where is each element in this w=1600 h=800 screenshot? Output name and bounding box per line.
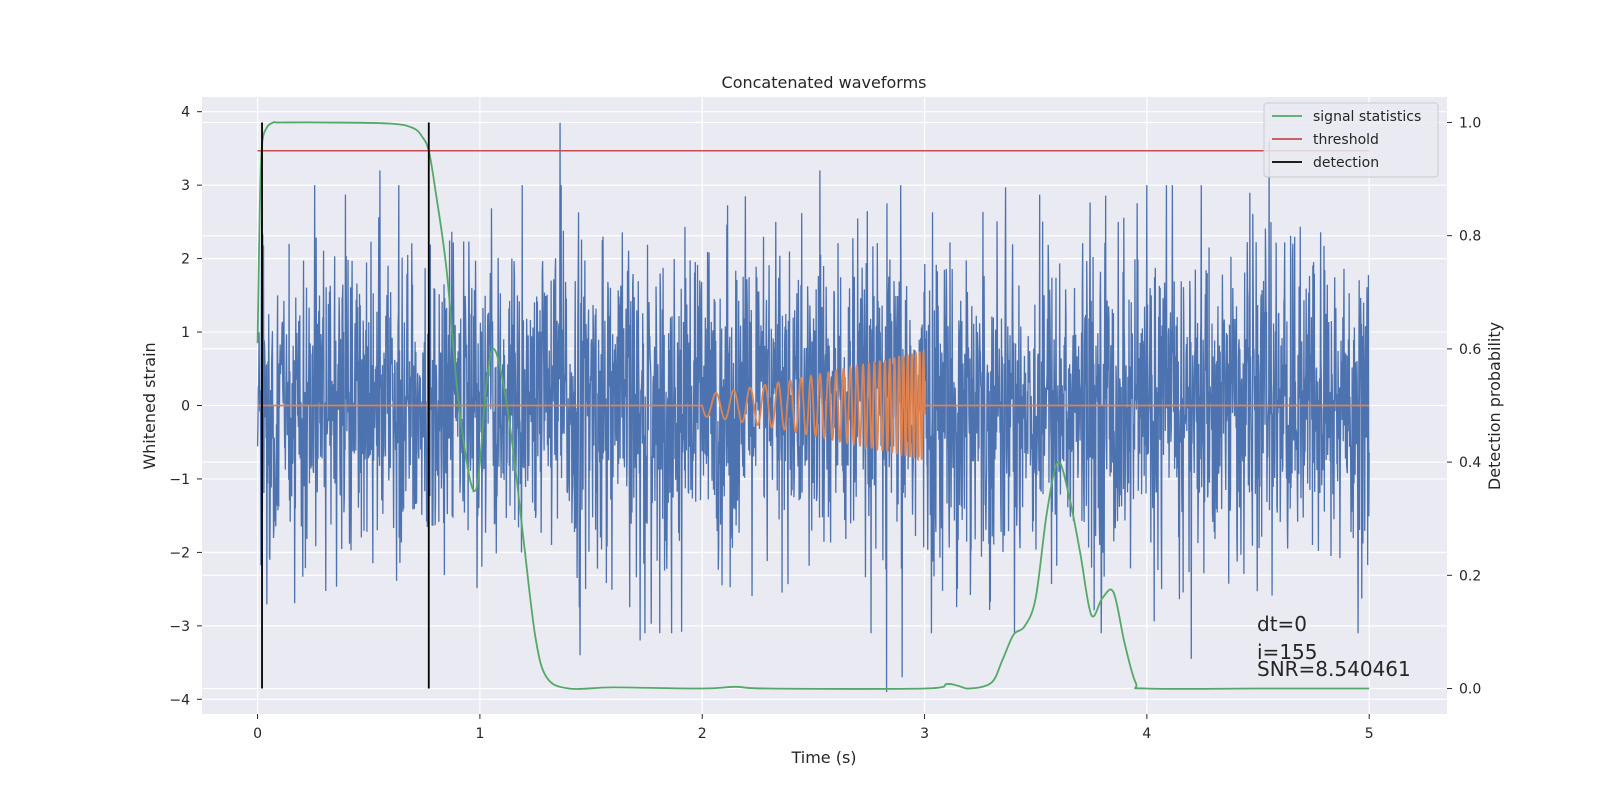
y2-tick-label: 0.0 (1459, 682, 1481, 698)
chart-title: Concatenated waveforms (722, 73, 927, 92)
y2-tick-label: 0.4 (1459, 455, 1481, 471)
annotations: dt=0 i=155 SNR=8.540461 (1257, 612, 1411, 681)
y-tick-label: −3 (169, 619, 190, 635)
x-tick-label: 4 (1142, 726, 1151, 742)
y-tick-label: −4 (169, 692, 190, 708)
y-axis-right: 1.0 0.8 0.6 0.4 0.2 0.0 (1447, 115, 1481, 698)
y2-tick-label: 0.6 (1459, 342, 1481, 358)
y-tick-label: 1 (181, 325, 190, 341)
plot-series (256, 121, 1370, 692)
y2-tick-label: 0.8 (1459, 229, 1481, 245)
y-axis-label: Whitened strain (140, 342, 159, 469)
legend-label-signal-statistics: signal statistics (1313, 109, 1421, 125)
legend: signal statistics threshold detection (1263, 102, 1439, 178)
x-tick-label: 5 (1365, 726, 1374, 742)
x-tick-label: 3 (920, 726, 929, 742)
y-tick-label: −2 (169, 545, 190, 561)
legend-label-threshold: threshold (1313, 132, 1379, 148)
y-tick-label: 0 (181, 399, 190, 415)
x-axis: 0 1 2 3 4 5 (253, 714, 1374, 742)
y2-tick-label: 1.0 (1459, 115, 1481, 131)
y-tick-label: 3 (181, 178, 190, 194)
x-tick-label: 1 (475, 726, 484, 742)
annotation-index: i=155 (1257, 640, 1318, 664)
x-tick-label: 0 (253, 726, 262, 742)
annotation-snr: SNR=8.540461 (1257, 657, 1411, 681)
y-tick-label: 4 (181, 105, 190, 121)
y-tick-label: −1 (169, 472, 190, 488)
legend-frame (1263, 102, 1439, 178)
y2-axis-label: Detection probability (1485, 322, 1504, 490)
series-signal-statistics (256, 121, 1370, 690)
x-axis-label: Time (s) (790, 748, 856, 767)
legend-label-detection: detection (1313, 155, 1379, 171)
x-tick-label: 2 (698, 726, 707, 742)
series-injected-waveform (257, 348, 1370, 462)
y-tick-label: 2 (181, 252, 190, 268)
annotation-dt: dt=0 (1257, 612, 1307, 636)
y-axis-left: 4 3 2 1 0 −1 −2 −3 −4 (169, 105, 202, 708)
y2-tick-label: 0.2 (1459, 568, 1481, 584)
series-detection (261, 122, 430, 689)
series-whitened-strain (256, 122, 1370, 692)
